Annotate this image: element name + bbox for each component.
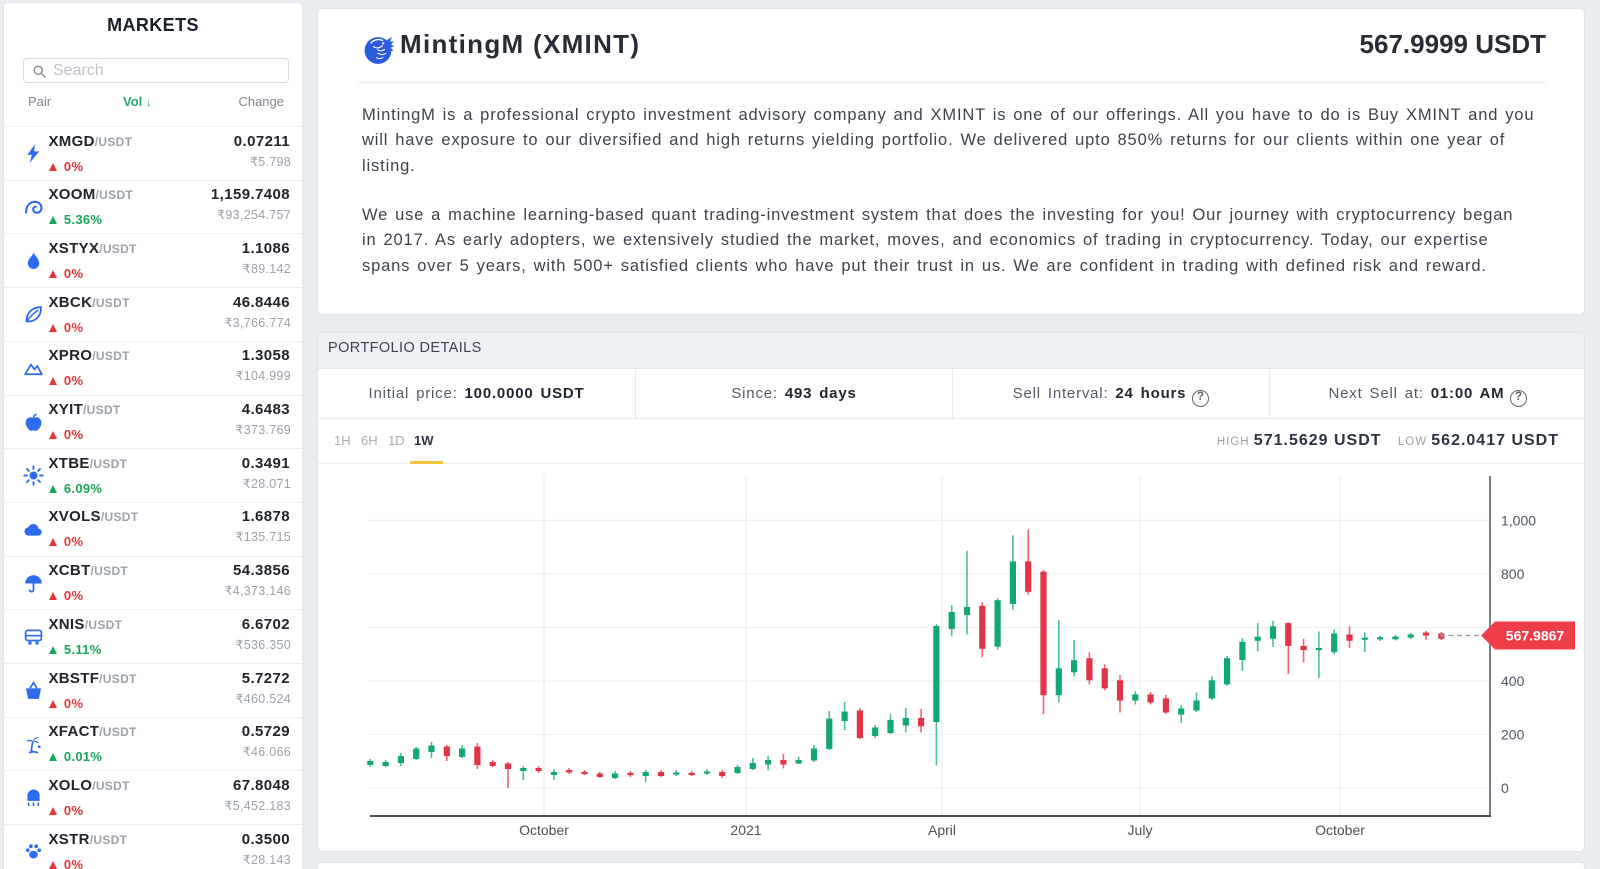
- svg-text:200: 200: [1501, 727, 1525, 743]
- svg-text:October: October: [1315, 822, 1365, 838]
- svg-text:800: 800: [1501, 566, 1525, 582]
- svg-text:0: 0: [1501, 780, 1509, 796]
- svg-text:October: October: [519, 822, 569, 838]
- svg-text:567.9867: 567.9867: [1506, 628, 1565, 644]
- svg-text:1,000: 1,000: [1501, 513, 1536, 529]
- svg-text:400: 400: [1501, 673, 1525, 689]
- svg-text:2021: 2021: [730, 822, 761, 838]
- svg-text:July: July: [1128, 822, 1153, 838]
- svg-text:April: April: [928, 822, 956, 838]
